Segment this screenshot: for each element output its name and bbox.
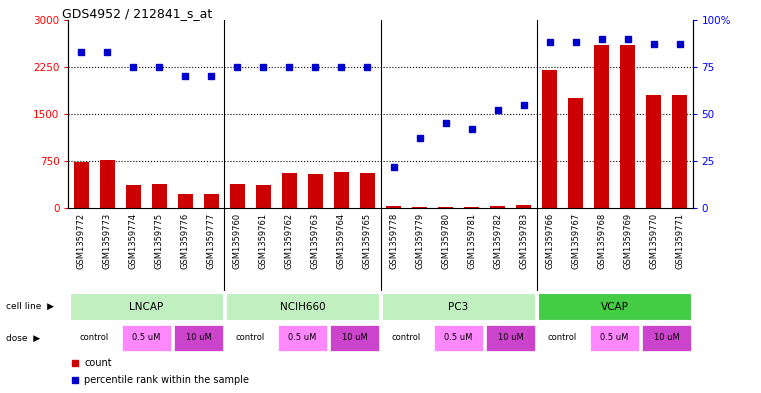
Bar <box>330 325 379 351</box>
Bar <box>538 293 691 320</box>
Text: GSM1359765: GSM1359765 <box>363 213 372 268</box>
Bar <box>486 325 535 351</box>
Bar <box>178 194 193 208</box>
Bar <box>434 325 483 351</box>
Text: control: control <box>236 334 265 342</box>
Text: GDS4952 / 212841_s_at: GDS4952 / 212841_s_at <box>62 7 212 20</box>
Bar <box>620 45 635 208</box>
Text: GSM1359776: GSM1359776 <box>181 213 190 269</box>
Bar <box>361 173 374 208</box>
Text: GSM1359783: GSM1359783 <box>519 213 528 269</box>
Text: GSM1359764: GSM1359764 <box>337 213 346 268</box>
Bar <box>412 207 427 208</box>
Text: GSM1359771: GSM1359771 <box>675 213 684 268</box>
Text: count: count <box>84 358 112 367</box>
Bar <box>256 185 271 208</box>
Text: GSM1359769: GSM1359769 <box>623 213 632 268</box>
Bar <box>438 207 453 208</box>
Text: PC3: PC3 <box>448 301 469 312</box>
Bar <box>226 293 379 320</box>
Text: percentile rank within the sample: percentile rank within the sample <box>84 375 249 385</box>
Bar <box>282 173 297 208</box>
Text: GSM1359775: GSM1359775 <box>155 213 164 268</box>
Bar <box>308 174 323 208</box>
Bar <box>205 194 218 208</box>
Text: GSM1359768: GSM1359768 <box>597 213 606 269</box>
Text: NCIH660: NCIH660 <box>280 301 325 312</box>
Text: GSM1359766: GSM1359766 <box>545 213 554 269</box>
Text: VCAP: VCAP <box>600 301 629 312</box>
Bar <box>517 205 530 208</box>
Bar <box>100 160 115 208</box>
Bar <box>122 325 171 351</box>
Bar <box>126 185 141 208</box>
Text: 0.5 uM: 0.5 uM <box>444 334 473 342</box>
Bar <box>543 70 556 208</box>
Text: GSM1359763: GSM1359763 <box>311 213 320 269</box>
Text: 10 uM: 10 uM <box>498 334 524 342</box>
Text: GSM1359772: GSM1359772 <box>77 213 86 268</box>
Text: GSM1359777: GSM1359777 <box>207 213 216 269</box>
Bar <box>568 98 583 208</box>
Bar <box>152 184 167 208</box>
Bar <box>646 95 661 208</box>
Bar <box>174 325 223 351</box>
Text: GSM1359761: GSM1359761 <box>259 213 268 268</box>
Bar <box>673 95 686 208</box>
Text: 0.5 uM: 0.5 uM <box>288 334 317 342</box>
Bar <box>70 293 223 320</box>
Text: GSM1359782: GSM1359782 <box>493 213 502 268</box>
Bar <box>538 325 587 351</box>
Bar <box>75 162 88 208</box>
Bar <box>334 173 349 208</box>
Text: GSM1359770: GSM1359770 <box>649 213 658 268</box>
Text: 10 uM: 10 uM <box>186 334 212 342</box>
Text: GSM1359760: GSM1359760 <box>233 213 242 268</box>
Text: dose  ▶: dose ▶ <box>6 334 40 342</box>
Bar <box>594 45 609 208</box>
Bar <box>278 325 327 351</box>
Bar <box>590 325 639 351</box>
Text: GSM1359780: GSM1359780 <box>441 213 450 268</box>
Text: GSM1359781: GSM1359781 <box>467 213 476 268</box>
Bar <box>490 206 505 208</box>
Text: GSM1359779: GSM1359779 <box>415 213 424 268</box>
Bar <box>382 293 535 320</box>
Text: cell line  ▶: cell line ▶ <box>6 302 54 311</box>
Text: GSM1359767: GSM1359767 <box>571 213 580 269</box>
Bar <box>464 207 479 208</box>
Bar <box>387 206 400 208</box>
Text: 10 uM: 10 uM <box>342 334 368 342</box>
Bar <box>642 325 691 351</box>
Text: control: control <box>80 334 109 342</box>
Text: 0.5 uM: 0.5 uM <box>600 334 629 342</box>
Text: 10 uM: 10 uM <box>654 334 680 342</box>
Text: GSM1359773: GSM1359773 <box>103 213 112 269</box>
Text: GSM1359778: GSM1359778 <box>389 213 398 269</box>
Text: 0.5 uM: 0.5 uM <box>132 334 161 342</box>
Bar <box>226 325 275 351</box>
Bar <box>382 325 431 351</box>
Bar <box>70 325 119 351</box>
Text: control: control <box>392 334 421 342</box>
Text: LNCAP: LNCAP <box>129 301 164 312</box>
Text: control: control <box>548 334 577 342</box>
Bar <box>231 184 244 208</box>
Text: GSM1359762: GSM1359762 <box>285 213 294 268</box>
Text: GSM1359774: GSM1359774 <box>129 213 138 268</box>
